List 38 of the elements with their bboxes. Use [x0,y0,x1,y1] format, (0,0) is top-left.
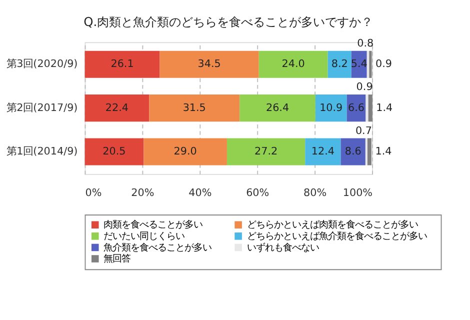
legend-label: 肉類を食べることが多い [104,220,203,231]
data-label: 0.9 [376,58,392,70]
data-label: 10.9 [320,102,343,114]
x-tick-label: 80% [304,187,327,200]
data-label: 6.6 [348,102,364,114]
data-label: 26.4 [266,102,290,114]
data-label: 12.4 [311,146,335,158]
data-label: 0.7 [355,124,372,137]
data-label: 8.6 [344,146,362,158]
data-label: 31.5 [182,102,206,114]
legend-label: どちらかといえば肉類を食べることが多い [246,220,418,231]
data-label: 8.2 [331,58,348,70]
x-tick-label: 20% [131,187,154,200]
data-label: 1.4 [376,102,393,114]
data-label: 0.9 [356,81,373,94]
data-label: 29.0 [174,146,197,158]
data-label: 22.4 [105,102,129,114]
chart-title: Q.肉類と魚介類のどちらを食べることが多いですか？ [84,14,374,29]
x-tick-label: 100% [342,187,373,200]
data-label: 5.4 [350,58,368,70]
x-tick-label: 0% [85,187,102,200]
legend-label: だいたい同じくらい [104,230,185,242]
x-tick-label: 60% [246,187,270,200]
data-label: 0.8 [357,38,374,50]
data-label: 26.1 [110,58,134,70]
data-label: 27.2 [254,146,278,158]
legend-label: どちらかといえば魚介類を食べることが多い [246,230,427,242]
data-label: 1.4 [375,146,392,158]
data-label: 34.5 [198,58,221,70]
data-label: 24.0 [282,58,305,70]
legend-label: いずれも食べない [246,242,319,254]
legend-label: 魚介類を食べることが多い [104,242,212,254]
y-tick-label: 第2回(2017/9) [6,102,78,114]
y-tick-label: 第3回(2020/9) [6,58,78,70]
legend-label: 無回答 [104,254,131,265]
y-tick-label: 第1回(2014/9) [6,146,78,158]
data-label: 20.5 [102,146,126,158]
x-tick-label: 40% [188,187,212,200]
